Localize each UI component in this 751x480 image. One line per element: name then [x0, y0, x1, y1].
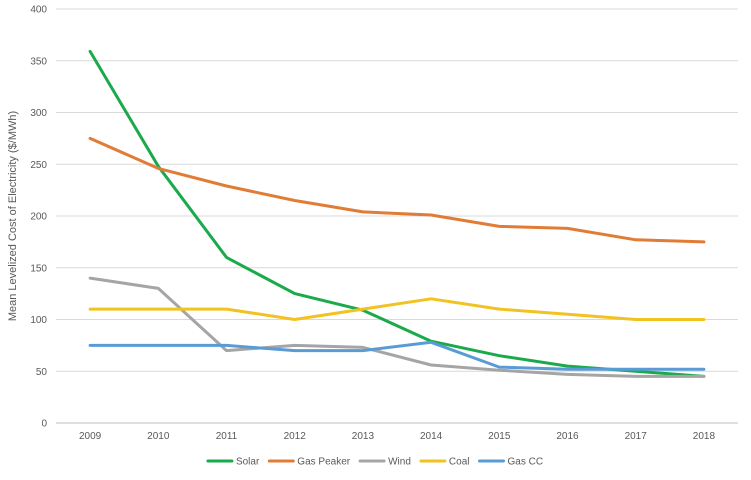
data-point-coal-2017 — [633, 317, 638, 322]
data-point-coal-2018 — [701, 317, 706, 322]
x-tick-label-2011: 2011 — [216, 431, 238, 442]
data-point-solar-2012 — [292, 291, 297, 296]
data-point-solar-2011 — [224, 255, 229, 260]
data-point-gas-peaker-2017 — [633, 237, 638, 242]
x-tick-label-2009: 2009 — [79, 431, 102, 442]
data-point-wind-2018 — [701, 374, 706, 379]
gridlines — [56, 8, 738, 372]
data-point-wind-2010 — [156, 286, 161, 291]
data-point-gas-cc-2010 — [156, 343, 161, 348]
legend-label-wind: Wind — [388, 457, 411, 468]
legend-label-gas-peaker: Gas Peaker — [297, 457, 350, 468]
data-point-gas-cc-2012 — [292, 348, 297, 353]
legend-label-gas-cc: Gas CC — [507, 457, 543, 468]
x-tick-label-2018: 2018 — [693, 431, 716, 442]
x-tick-label-2016: 2016 — [556, 431, 579, 442]
legend: Solar Gas Peaker Wind Coal Gas CC — [206, 457, 543, 468]
data-point-solar-2009 — [88, 49, 93, 54]
series-line-coal — [88, 297, 706, 321]
series-lines — [88, 49, 706, 379]
axes: 0 50 100 150 200 250 300 350 400 2009 2010 2011 2012… — [30, 5, 738, 442]
x-tick-label-2014: 2014 — [420, 431, 443, 442]
data-point-wind-2017 — [633, 374, 638, 379]
data-point-gas-peaker-2012 — [292, 198, 297, 203]
y-tick-label-350: 350 — [30, 56, 47, 67]
x-tick-label-2017: 2017 — [625, 431, 648, 442]
data-point-coal-2011 — [224, 307, 229, 312]
legend-label-coal: Coal — [449, 457, 470, 468]
data-point-coal-2014 — [429, 296, 434, 301]
x-tick-label-2013: 2013 — [352, 431, 375, 442]
data-point-gas-peaker-2014 — [429, 212, 434, 217]
y-tick-label-250: 250 — [30, 160, 47, 171]
y-tick-label-150: 150 — [30, 263, 47, 274]
data-point-gas-cc-2016 — [565, 367, 570, 372]
data-point-coal-2016 — [565, 312, 570, 317]
data-point-gas-cc-2014 — [429, 340, 434, 345]
series-line-wind — [88, 276, 706, 378]
data-point-coal-2010 — [156, 307, 161, 312]
series-line-gas-cc — [88, 340, 706, 371]
y-tick-label-300: 300 — [30, 108, 47, 119]
data-point-gas-peaker-2009 — [88, 136, 93, 141]
data-point-gas-peaker-2013 — [360, 209, 365, 214]
data-point-gas-cc-2011 — [224, 343, 229, 348]
data-point-wind-2012 — [292, 343, 297, 348]
y-axis-title: Mean Levelized Cost of Electricity ($/MW… — [7, 111, 19, 321]
y-tick-label-50: 50 — [36, 367, 48, 378]
data-point-wind-2009 — [88, 276, 93, 281]
data-point-gas-peaker-2010 — [156, 166, 161, 171]
data-point-gas-cc-2017 — [633, 367, 638, 372]
data-point-wind-2014 — [429, 363, 434, 368]
data-point-coal-2015 — [497, 307, 502, 312]
x-tick-label-2012: 2012 — [284, 431, 307, 442]
x-tick-label-2015: 2015 — [488, 431, 511, 442]
data-point-gas-cc-2013 — [360, 348, 365, 353]
data-point-coal-2013 — [360, 307, 365, 312]
data-point-wind-2016 — [565, 372, 570, 377]
y-tick-label-200: 200 — [30, 212, 47, 223]
data-point-gas-cc-2009 — [88, 343, 93, 348]
data-point-gas-peaker-2011 — [224, 183, 229, 188]
data-point-gas-peaker-2015 — [497, 224, 502, 229]
data-point-solar-2015 — [497, 353, 502, 358]
data-point-gas-peaker-2018 — [701, 239, 706, 244]
x-tick-label-2010: 2010 — [147, 431, 170, 442]
series-line-gas-peaker — [88, 136, 706, 244]
y-tick-label-400: 400 — [30, 5, 47, 16]
data-point-coal-2009 — [88, 307, 93, 312]
y-tick-label-0: 0 — [41, 419, 47, 430]
data-point-gas-cc-2018 — [701, 367, 706, 372]
y-tick-label-100: 100 — [30, 315, 47, 326]
legend-label-solar: Solar — [236, 457, 260, 468]
data-point-wind-2011 — [224, 348, 229, 353]
data-point-gas-peaker-2016 — [565, 226, 570, 231]
data-point-coal-2012 — [292, 317, 297, 322]
data-point-gas-cc-2015 — [497, 365, 502, 370]
